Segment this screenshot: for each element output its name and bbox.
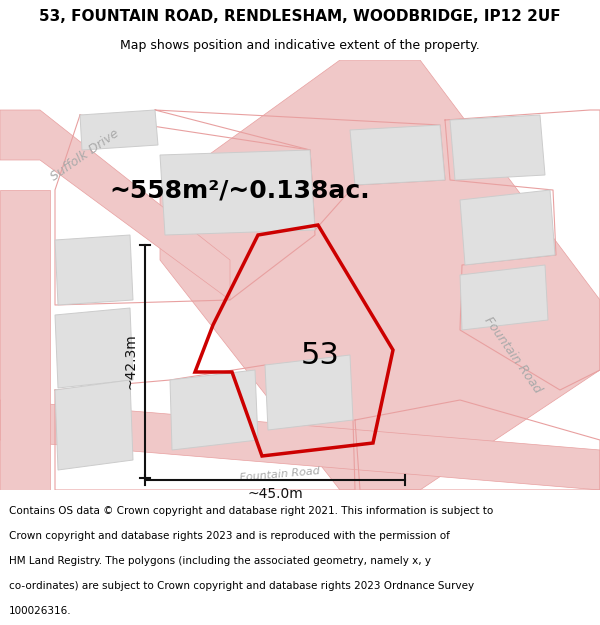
Polygon shape — [0, 190, 50, 490]
Polygon shape — [160, 60, 600, 490]
Text: co-ordinates) are subject to Crown copyright and database rights 2023 Ordnance S: co-ordinates) are subject to Crown copyr… — [9, 581, 474, 591]
Text: Fountain Road: Fountain Road — [239, 466, 320, 484]
Text: Fountain Road: Fountain Road — [482, 314, 544, 396]
Polygon shape — [265, 355, 353, 430]
Text: Map shows position and indicative extent of the property.: Map shows position and indicative extent… — [120, 39, 480, 51]
Text: HM Land Registry. The polygons (including the associated geometry, namely x, y: HM Land Registry. The polygons (includin… — [9, 556, 431, 566]
Text: Contains OS data © Crown copyright and database right 2021. This information is : Contains OS data © Crown copyright and d… — [9, 506, 493, 516]
Polygon shape — [55, 308, 133, 388]
Polygon shape — [55, 380, 133, 470]
Polygon shape — [350, 125, 445, 185]
Polygon shape — [450, 115, 545, 180]
Text: ~558m²/~0.138ac.: ~558m²/~0.138ac. — [110, 178, 370, 202]
Text: 53, FOUNTAIN ROAD, RENDLESHAM, WOODBRIDGE, IP12 2UF: 53, FOUNTAIN ROAD, RENDLESHAM, WOODBRIDG… — [39, 9, 561, 24]
Polygon shape — [460, 190, 555, 265]
Polygon shape — [460, 265, 548, 330]
Polygon shape — [160, 150, 315, 235]
Text: 53: 53 — [301, 341, 340, 369]
Text: Suffolk Drive: Suffolk Drive — [49, 127, 122, 183]
Text: ~45.0m: ~45.0m — [247, 487, 303, 501]
Text: 100026316.: 100026316. — [9, 606, 71, 616]
Text: ~42.3m: ~42.3m — [124, 334, 138, 389]
Text: Crown copyright and database rights 2023 and is reproduced with the permission o: Crown copyright and database rights 2023… — [9, 531, 450, 541]
Polygon shape — [0, 400, 600, 490]
Polygon shape — [55, 235, 133, 305]
Polygon shape — [80, 110, 158, 150]
Polygon shape — [0, 110, 230, 300]
Polygon shape — [170, 370, 258, 450]
